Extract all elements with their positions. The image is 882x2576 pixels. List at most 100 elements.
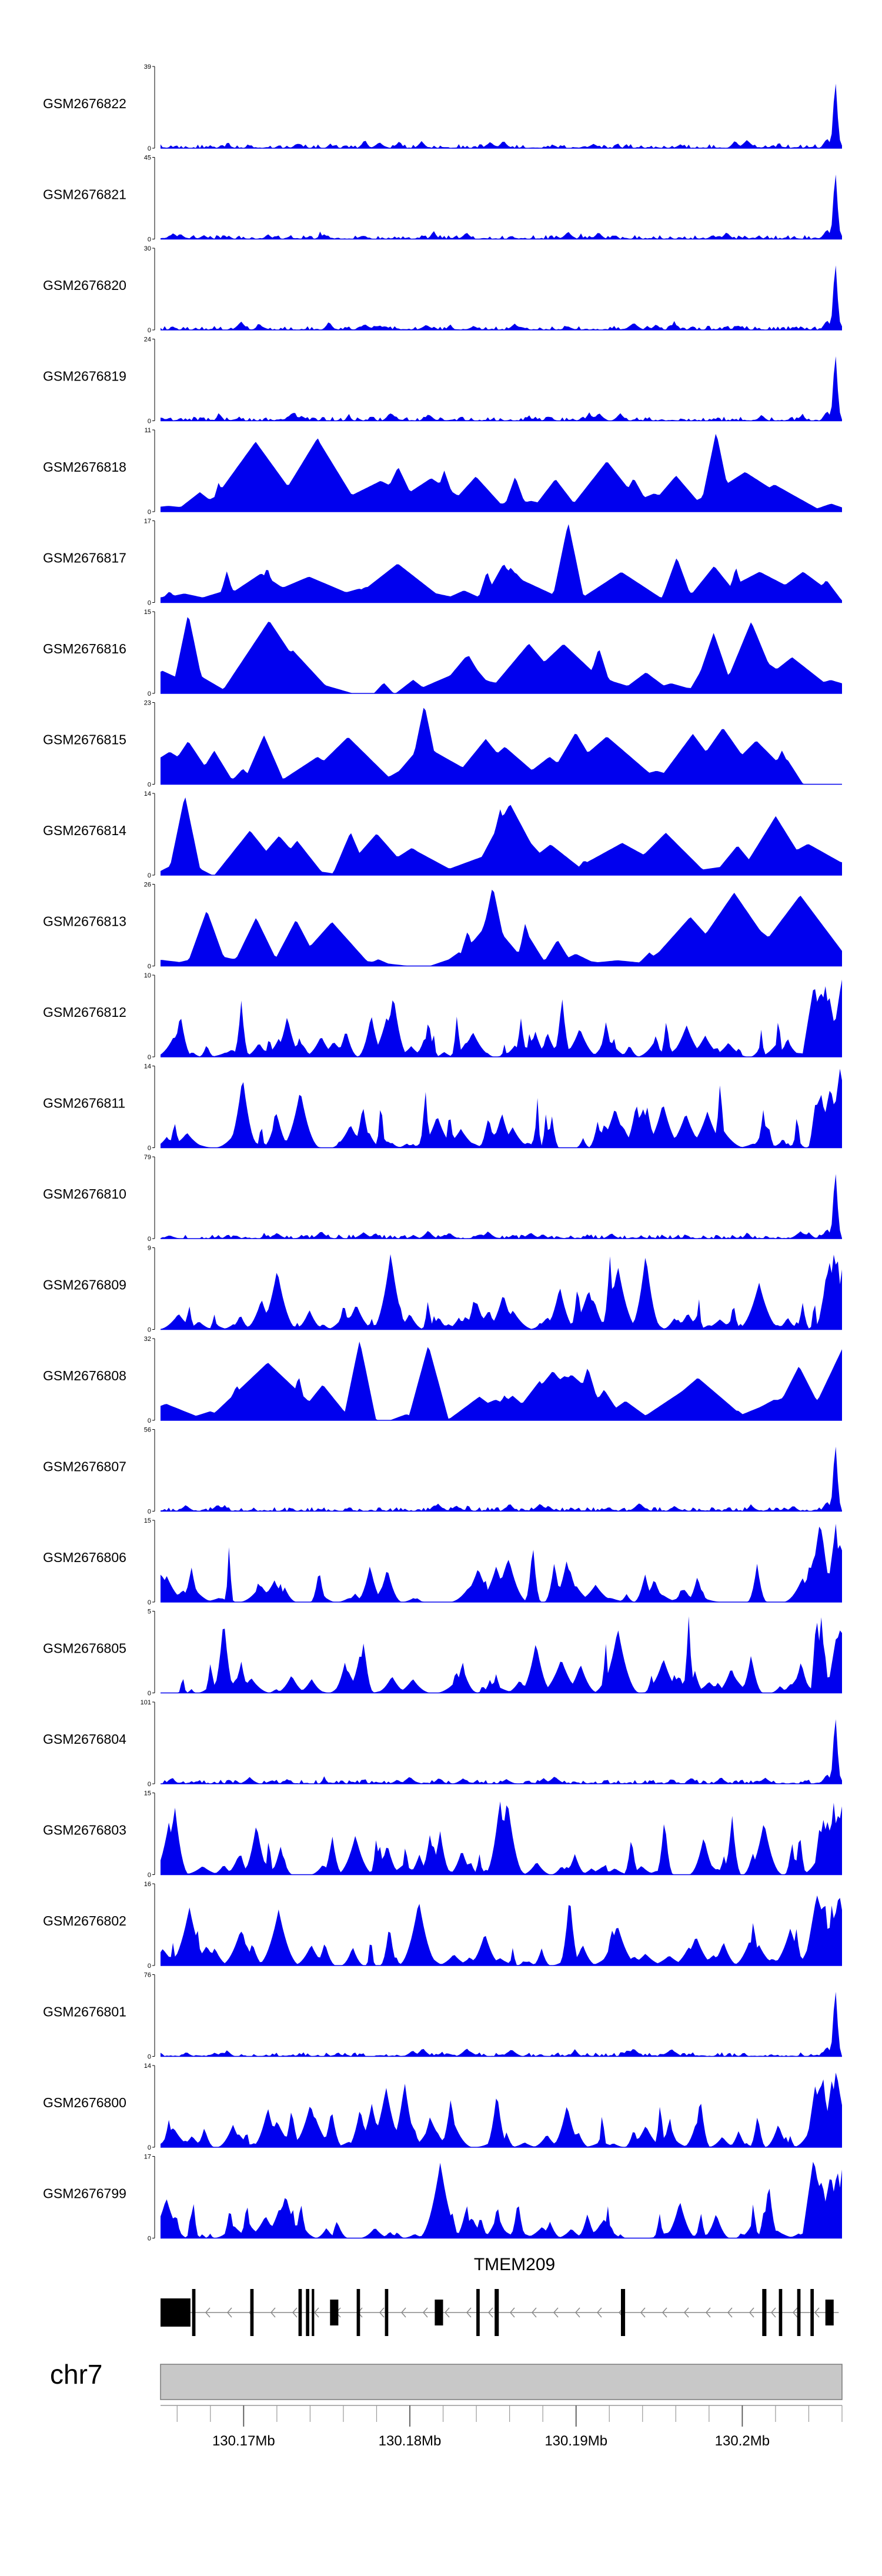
track-label: GSM2676822 [43, 96, 126, 111]
strand-arrow [445, 2307, 450, 2318]
chromosome-label: chr7 [50, 2359, 102, 2390]
track-ymax-label: 14 [144, 2063, 151, 2070]
coverage-track-GSM2676819: GSM2676819 24 0 [43, 336, 842, 425]
track-ymax-label: 17 [144, 2154, 151, 2161]
track-ymax-label: 24 [144, 336, 151, 343]
track-ymin-label: 0 [148, 2144, 151, 2151]
track-ymax-label: 15 [144, 609, 151, 616]
gene-exon [797, 2289, 801, 2336]
track-ymax-label: 23 [144, 700, 151, 707]
strand-arrow [510, 2307, 515, 2318]
track-ymin-label: 0 [148, 872, 151, 879]
track-label: GSM2676809 [43, 1277, 126, 1293]
coverage-track-GSM2676810: GSM2676810 79 0 [43, 1154, 842, 1243]
gene-exon [476, 2289, 480, 2336]
coverage-track-GSM2676804: GSM2676804 101 0 [43, 1699, 842, 1788]
track-ymax-label: 56 [144, 1427, 151, 1434]
track-label: GSM2676818 [43, 459, 126, 475]
gene-model-track: TMEM209 [161, 2255, 839, 2336]
coverage-area [161, 2073, 842, 2147]
coverage-track-GSM2676809: GSM2676809 9 0 [43, 1245, 842, 1334]
track-ymin-label: 0 [148, 236, 151, 243]
track-label: GSM2676801 [43, 2004, 126, 2020]
coverage-track-GSM2676818: GSM2676818 11 0 [43, 427, 842, 516]
track-ymin-label: 0 [148, 690, 151, 698]
track-label: GSM2676820 [43, 278, 126, 293]
coverage-tracks: GSM2676822390GSM2676821450GSM2676820300G… [43, 64, 842, 2243]
coverage-track-GSM2676801: GSM2676801 76 0 [43, 1972, 842, 2061]
track-ymax-label: 79 [144, 1154, 151, 1161]
track-ymax-label: 39 [144, 64, 151, 71]
track-ymax-label: 17 [144, 518, 151, 525]
track-ymax-label: 5 [148, 1609, 151, 1616]
coverage-area [161, 617, 842, 693]
coverage-track-GSM2676803: GSM2676803 15 0 [43, 1790, 842, 1879]
track-label: GSM2676817 [43, 550, 126, 566]
track-label: GSM2676815 [43, 732, 126, 748]
strand-arrow [488, 2307, 493, 2318]
strand-arrow [466, 2307, 472, 2318]
strand-arrow [575, 2307, 580, 2318]
gene-exon [356, 2289, 360, 2336]
track-ymin-label: 0 [148, 600, 151, 607]
axis-tick-label: 130.17Mb [212, 2433, 275, 2449]
coverage-area [161, 979, 842, 1057]
coverage-track-GSM2676806: GSM2676806 15 0 [43, 1517, 842, 1606]
track-ymin-label: 0 [148, 418, 151, 425]
track-ymin-label: 0 [148, 1236, 151, 1243]
coverage-track-GSM2676799: GSM2676799 17 0 [43, 2154, 842, 2243]
gene-exon [435, 2300, 443, 2325]
strand-arrow [814, 2307, 820, 2318]
track-ymax-label: 45 [144, 155, 151, 162]
coverage-track-GSM2676820: GSM2676820 30 0 [43, 245, 842, 334]
track-label: GSM2676811 [43, 1096, 125, 1111]
strand-arrow [553, 2307, 559, 2318]
coverage-area [161, 174, 842, 239]
coverage-area [161, 1895, 842, 1966]
track-ymax-label: 11 [145, 427, 151, 434]
track-ymax-label: 30 [144, 245, 151, 252]
coverage-track-GSM2676811: GSM2676811 14 0 [43, 1063, 842, 1152]
coverage-area [161, 797, 842, 875]
coverage-area [161, 1174, 842, 1239]
coverage-track-GSM2676816: GSM2676816 15 0 [43, 609, 842, 698]
coverage-area [161, 524, 842, 603]
track-label: GSM2676812 [43, 1005, 126, 1020]
strand-arrow [314, 2307, 319, 2318]
coverage-area [161, 1801, 842, 1875]
track-label: GSM2676804 [43, 1731, 126, 1747]
coverage-track-GSM2676808: GSM2676808 32 0 [43, 1336, 842, 1424]
chromosome-band [160, 2364, 843, 2400]
strand-arrow [727, 2307, 733, 2318]
track-label: GSM2676813 [43, 914, 126, 929]
coverage-area [161, 1069, 842, 1148]
genome-axis-track: 130.17Mb 130.18Mb 130.19Mb 130.2Mb [161, 2405, 843, 2449]
coverage-area [161, 1446, 842, 1511]
strand-arrow [379, 2307, 385, 2318]
track-ymin-label: 0 [148, 1781, 151, 1788]
track-label: GSM2676814 [43, 823, 126, 838]
coverage-area [161, 84, 842, 148]
coverage-track-GSM2676822: GSM2676822 39 0 [43, 64, 842, 152]
track-ymax-label: 10 [144, 972, 151, 979]
strand-arrow [532, 2307, 537, 2318]
strand-arrow [227, 2307, 232, 2318]
coverage-track-GSM2676814: GSM2676814 14 0 [43, 790, 842, 879]
track-ymin-label: 0 [148, 509, 151, 516]
coverage-track-GSM2676802: GSM2676802 16 0 [43, 1881, 842, 1970]
chromosome-ideogram-track: chr7 [50, 2359, 843, 2400]
gene-exon [161, 2298, 191, 2327]
track-ymin-label: 0 [148, 2054, 151, 2061]
gene-exon [825, 2300, 834, 2325]
coverage-area [161, 1991, 842, 2057]
coverage-area [161, 1719, 842, 1784]
coverage-track-GSM2676813: GSM2676813 26 0 [43, 882, 842, 970]
track-label: GSM2676819 [43, 369, 126, 384]
track-ymin-label: 0 [148, 963, 151, 970]
strand-arrow [270, 2307, 276, 2318]
gene-exon [192, 2289, 196, 2336]
coverage-track-GSM2676815: GSM2676815 23 0 [43, 700, 842, 789]
strand-arrow [597, 2307, 602, 2318]
gene-exon [250, 2289, 254, 2336]
